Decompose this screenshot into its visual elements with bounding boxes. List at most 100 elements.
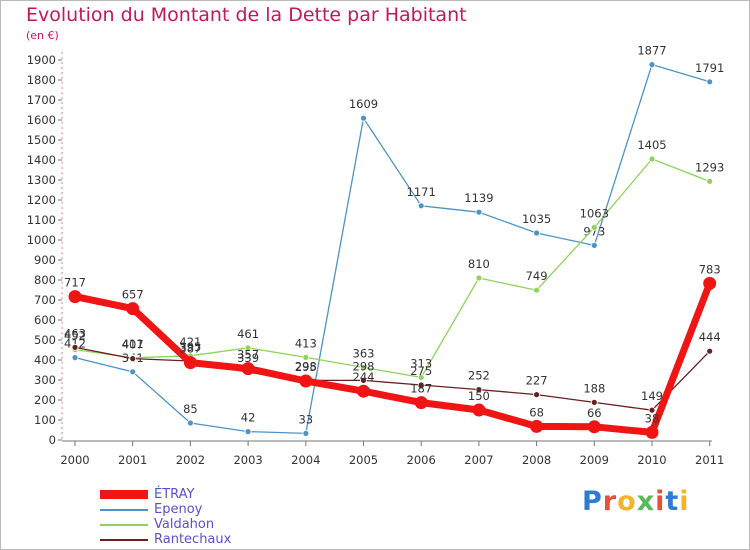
data-point-epenoy: [590, 241, 598, 249]
data-label-tray: 295: [295, 360, 317, 374]
x-tick-label: 2010: [637, 453, 666, 467]
x-tick-label: 2000: [60, 453, 89, 467]
y-tick-label: 300: [34, 373, 56, 387]
data-label-valdahon: 411: [122, 337, 144, 351]
data-label-epenoy: 1877: [637, 44, 666, 58]
chart-title: Evolution du Montant de la Dette par Hab…: [26, 4, 467, 26]
data-label-epenoy: 42: [241, 411, 256, 425]
data-point-tray: [183, 356, 197, 370]
y-tick-label: 1900: [27, 53, 56, 67]
data-label-tray: 387: [179, 342, 201, 356]
series-line-tray: [71, 279, 714, 436]
legend-label-rantechaux: Rantechaux: [154, 532, 232, 547]
data-point-tray: [299, 374, 313, 388]
logo-letter: t: [665, 486, 680, 517]
data-point-tray: [645, 425, 659, 439]
proxiti-logo: Proxiti: [582, 486, 690, 517]
data-label-valdahon: 810: [468, 257, 490, 271]
logo-letter: i: [655, 486, 666, 517]
data-label-valdahon: 1293: [695, 160, 724, 174]
data-label-epenoy: 1791: [695, 61, 724, 75]
x-tick-label: 2007: [464, 453, 493, 467]
data-point-tray: [414, 396, 428, 410]
data-point-tray: [587, 420, 601, 434]
data-label-valdahon: 461: [237, 327, 259, 341]
y-tick-label: 200: [34, 393, 56, 407]
data-label-tray: 244: [353, 370, 375, 384]
logo-letter: P: [582, 486, 603, 517]
x-tick-label: 2002: [176, 453, 205, 467]
y-tick-label: 1000: [27, 233, 56, 247]
legend-label-etray: ÉTRAY: [154, 487, 195, 502]
y-tick-label: 1600: [27, 113, 56, 127]
y-tick-label: 1400: [27, 153, 56, 167]
data-point-valdahon: [590, 223, 598, 231]
data-point-epenoy: [417, 202, 425, 210]
data-point-valdahon: [302, 353, 310, 361]
data-label-tray: 783: [699, 262, 721, 276]
data-point-valdahon: [244, 344, 252, 352]
data-label-valdahon: 452: [64, 329, 86, 343]
x-tick-label: 2001: [118, 453, 147, 467]
x-tick-label: 2003: [233, 453, 262, 467]
x-tick-label: 2009: [580, 453, 609, 467]
data-point-epenoy: [475, 208, 483, 216]
legend-swatch-valdahon: [100, 523, 148, 526]
data-point-tray: [357, 384, 370, 398]
data-point-valdahon: [360, 363, 367, 371]
data-label-rantechaux: 227: [526, 374, 548, 388]
data-label-rantechaux: 149: [641, 389, 663, 403]
data-label-rantechaux: 339: [237, 351, 259, 365]
y-tick-label: 400: [34, 353, 56, 367]
data-label-rantechaux: 463: [64, 326, 86, 340]
data-point-epenoy: [302, 429, 310, 437]
x-tick-label: 2011: [695, 453, 724, 467]
data-point-tray: [241, 362, 255, 376]
data-label-epenoy: 33: [298, 412, 313, 426]
data-point-valdahon: [533, 286, 540, 294]
data-point-epenoy: [186, 419, 194, 427]
data-label-rantechaux: 395: [179, 340, 201, 354]
x-tick-label: 2008: [522, 453, 551, 467]
data-label-valdahon: 363: [353, 346, 375, 360]
data-label-tray: 187: [410, 382, 432, 396]
data-point-epenoy: [244, 428, 252, 436]
data-label-tray: 38: [645, 411, 660, 425]
data-point-valdahon: [475, 274, 483, 282]
y-tick-label: 0: [49, 433, 56, 447]
y-tick-label: 100: [34, 413, 56, 427]
data-point-rantechaux: [648, 406, 656, 414]
data-label-valdahon: 749: [526, 269, 548, 283]
series-line-epenoy: [74, 63, 711, 435]
data-label-valdahon: 413: [295, 336, 317, 350]
data-label-valdahon: 421: [179, 335, 201, 349]
chart-legend: ÉTRAY Epenoy Valdahon Rantechaux: [100, 487, 231, 547]
data-label-rantechaux: 275: [410, 364, 432, 378]
y-tick-label: 800: [34, 273, 56, 287]
legend-item-epenoy: Epenoy: [100, 502, 231, 517]
data-point-rantechaux: [590, 398, 598, 406]
y-tick-label: 1700: [27, 93, 56, 107]
data-point-rantechaux: [706, 347, 714, 355]
logo-letter: r: [602, 486, 618, 517]
data-point-epenoy: [533, 229, 540, 237]
data-label-epenoy: 1171: [407, 185, 436, 199]
legend-item-rantechaux: Rantechaux: [100, 532, 231, 547]
y-tick-label: 1200: [27, 193, 56, 207]
data-point-tray: [530, 419, 544, 433]
logo-letter: o: [617, 486, 637, 517]
data-label-tray: 357: [237, 348, 259, 362]
legend-item-valdahon: Valdahon: [100, 517, 231, 532]
data-label-rantechaux: 188: [583, 381, 605, 395]
data-point-tray: [68, 290, 82, 304]
data-label-epenoy: 1139: [464, 191, 493, 205]
data-point-tray: [126, 302, 140, 316]
data-point-rantechaux: [360, 376, 367, 384]
data-label-valdahon: 313: [410, 356, 432, 370]
data-label-rantechaux: 252: [468, 369, 490, 383]
data-label-tray: 657: [122, 288, 144, 302]
legend-label-epenoy: Epenoy: [154, 502, 203, 517]
data-label-valdahon: 1405: [637, 138, 666, 152]
